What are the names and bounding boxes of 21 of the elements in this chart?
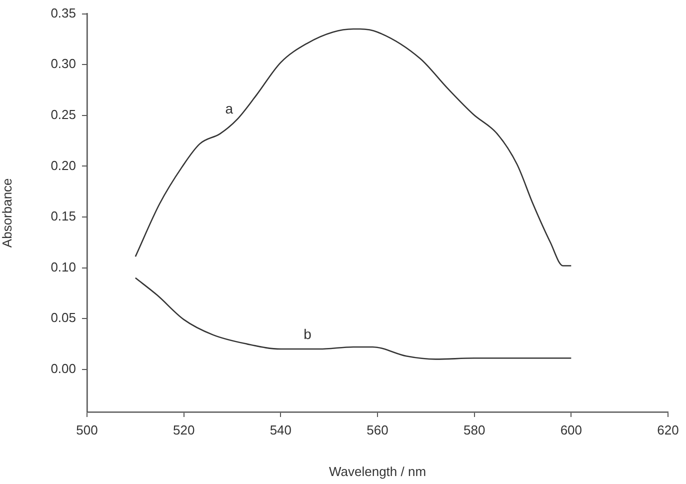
x-tick-label: 580 — [463, 422, 486, 438]
x-tick-label: 500 — [76, 422, 98, 438]
y-tick-label: 0.05 — [50, 310, 76, 326]
y-tick-label: 0.15 — [50, 208, 76, 224]
y-tick-label: 0.10 — [50, 259, 76, 274]
y-tick-label: 0.00 — [50, 360, 76, 376]
y-tick-label: 0.35 — [50, 5, 76, 20]
series-label: b — [304, 326, 312, 342]
x-tick-label: 620 — [657, 422, 679, 438]
x-tick-label: 560 — [366, 422, 388, 438]
line-series — [134, 277, 572, 360]
y-axis-title: Absorbance — [0, 178, 14, 248]
x-tick-label: 600 — [560, 422, 582, 438]
x-tick-label: 540 — [270, 422, 292, 438]
y-tick-label: 0.20 — [50, 158, 76, 173]
y-tick-label: 0.25 — [50, 106, 76, 122]
x-tick-label: 520 — [172, 422, 195, 438]
line-series — [134, 28, 572, 266]
y-tick-label: 0.30 — [50, 56, 76, 72]
series-label: a — [225, 100, 234, 116]
x-axis-title: Wavelength / nm — [328, 464, 426, 479]
